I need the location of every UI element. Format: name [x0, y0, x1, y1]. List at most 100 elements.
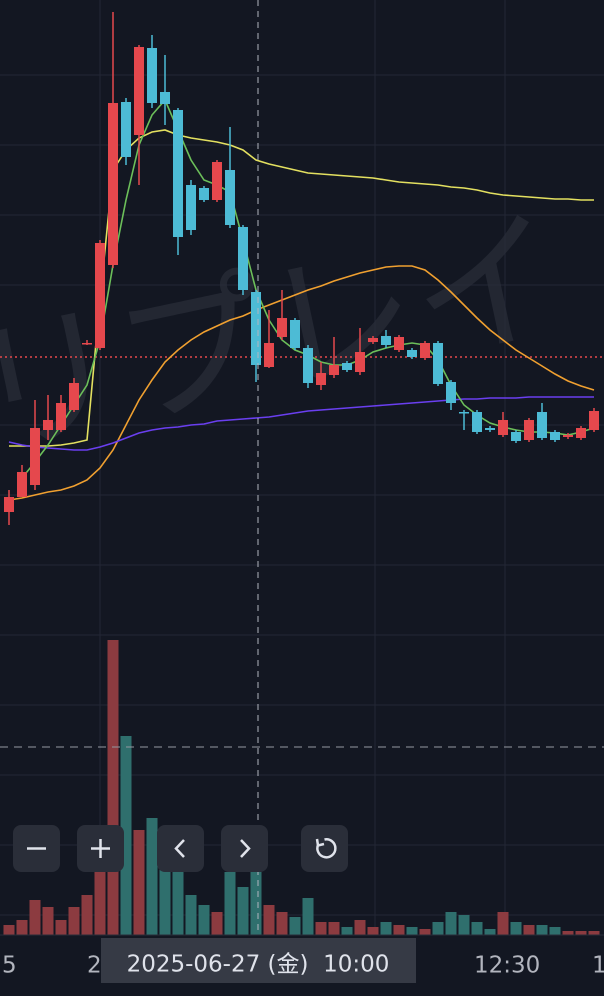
candle-body [290, 320, 300, 348]
candle-body [342, 363, 352, 370]
volume-bar [29, 900, 41, 935]
candle-body [56, 403, 66, 430]
crosshair-label: 2025-06-27 (金) 10:00 [127, 952, 390, 978]
candle-body [82, 343, 92, 345]
volume-bar [68, 907, 80, 935]
volume-bar [55, 920, 67, 935]
moving-average-line [8, 396, 594, 451]
volume-bar [315, 922, 327, 935]
candle-body [17, 472, 27, 497]
zoom-in-button[interactable] [77, 825, 124, 872]
volume-bar [211, 912, 223, 935]
volume-bar [536, 925, 548, 935]
candle-body [394, 337, 404, 350]
x-tick-label: 1 [592, 953, 604, 979]
volume-bar [42, 907, 54, 935]
icon [240, 839, 251, 858]
volume-bar [471, 922, 483, 935]
volume-bar [523, 925, 535, 935]
volume-bar [562, 931, 574, 935]
volume-bar [263, 905, 275, 935]
candle-body [576, 428, 586, 438]
scroll-left-button[interactable] [157, 825, 204, 872]
x-tick-label: 12:30 [474, 953, 540, 979]
candle-body [238, 227, 248, 290]
x-tick-label: 2 [87, 953, 102, 979]
volume-bar [159, 830, 171, 935]
candle-body [264, 343, 274, 367]
candle-body [160, 92, 170, 104]
candle-body [589, 411, 599, 430]
candle-body [316, 373, 326, 385]
volume-bar [432, 922, 444, 935]
volume-bar [198, 905, 210, 935]
volume-bar [328, 922, 340, 935]
candle-body [524, 420, 534, 440]
candle-body [147, 48, 157, 103]
candle-body [173, 110, 183, 237]
volume-bar [133, 830, 145, 935]
candle-body [251, 292, 261, 365]
zoom-out-button[interactable] [13, 825, 60, 872]
volume-bar [575, 931, 587, 935]
candle-body [485, 428, 495, 430]
volume-bar [276, 912, 288, 935]
volume-bar [419, 929, 431, 935]
volume-bar [393, 925, 405, 935]
volume-bar [458, 915, 470, 935]
candle-body [134, 47, 144, 135]
volume-bar [367, 927, 379, 935]
volume-bar [224, 872, 236, 935]
volume-bar [185, 895, 197, 935]
candle-body [95, 243, 105, 348]
candle-body [303, 348, 313, 383]
volume-bar [250, 872, 262, 935]
icon [91, 839, 110, 858]
candle-body [407, 350, 417, 357]
volume-bar [406, 927, 418, 935]
candle-body [4, 497, 14, 512]
icon [27, 847, 46, 850]
candle-body [108, 103, 118, 265]
volume-bar [107, 640, 119, 935]
volume-bar [289, 917, 301, 935]
icon [315, 838, 337, 859]
candle-body [329, 365, 339, 375]
volume-bar [81, 895, 93, 935]
candle-body [368, 338, 378, 342]
candle-body [186, 185, 196, 230]
volume-bar [120, 736, 132, 935]
volume-bar [16, 920, 28, 935]
volume-bar [549, 927, 561, 935]
reset-button[interactable] [301, 825, 348, 872]
candle-body [381, 336, 391, 345]
moving-average-line [8, 265, 595, 501]
candle-body [472, 412, 482, 432]
grid [0, 0, 604, 935]
volume-bar [237, 887, 249, 935]
candle-body [537, 412, 547, 438]
candle-body [225, 170, 235, 225]
scroll-right-button[interactable] [221, 825, 268, 872]
icon [174, 839, 185, 858]
candle-body [43, 420, 53, 430]
volume-bar [354, 920, 366, 935]
x-tick-label: 5 [2, 953, 17, 979]
candle-body [498, 420, 508, 435]
volume-bar [445, 912, 457, 935]
candle-body [121, 102, 131, 157]
candle-body [212, 162, 222, 200]
candle-body [69, 383, 79, 410]
candle-body [511, 432, 521, 441]
volume-bar [510, 922, 522, 935]
volume-bar [497, 912, 509, 935]
candle-body [355, 352, 365, 372]
candle-body [563, 435, 573, 437]
candle-body [459, 412, 469, 414]
volume-bar [94, 872, 106, 935]
candle-body [446, 382, 456, 403]
volume-bar [484, 929, 496, 935]
volume-bar [3, 925, 15, 935]
candle-body [199, 188, 209, 200]
